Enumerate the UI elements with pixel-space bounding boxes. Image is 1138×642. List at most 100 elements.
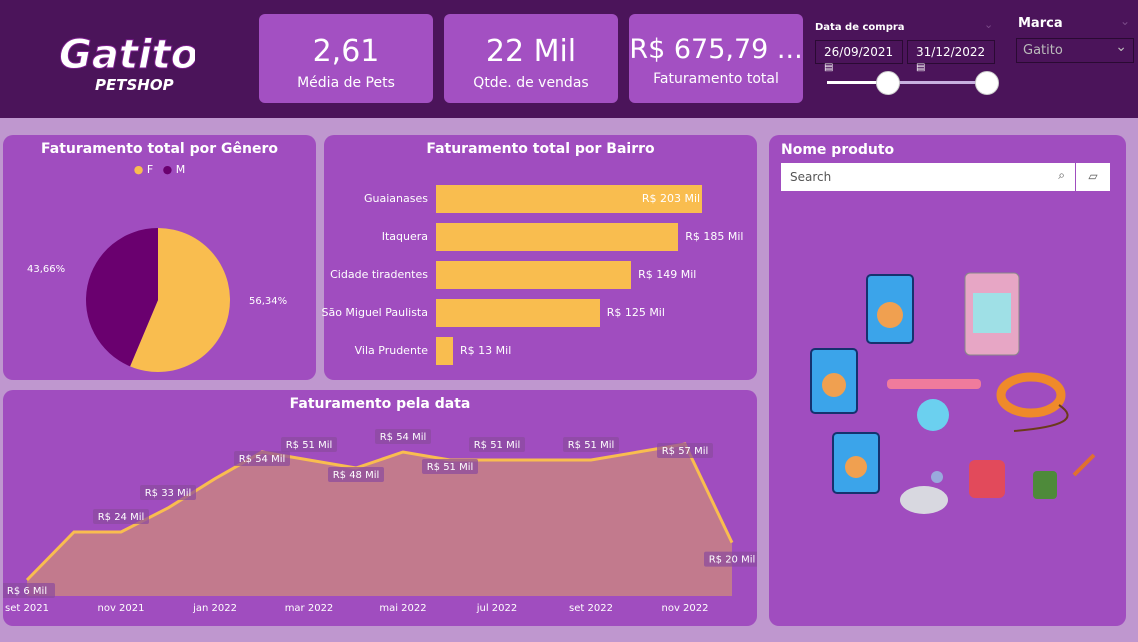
slider-range	[888, 81, 987, 84]
pet-clothes-icon	[969, 460, 1005, 498]
pie-chart: 56,34% 43,66%	[27, 228, 287, 372]
bar-value-label: R$ 149 Mil	[638, 268, 697, 281]
bar-category-label: São Miguel Paulista	[321, 306, 428, 319]
eraser-button[interactable]: ▱	[1076, 163, 1110, 191]
line-title: Faturamento pela data	[289, 396, 471, 412]
bar[interactable]	[436, 337, 454, 365]
svg-text:R$ 51 Mil: R$ 51 Mil	[286, 440, 333, 451]
svg-text:PETSHOP: PETSHOP	[95, 76, 174, 94]
kpi-label: Qtde. de vendas	[473, 75, 589, 91]
bar-panel: Faturamento total por Bairro	[324, 135, 757, 380]
pie-panel: Faturamento total por Gênero ● F ● M 56,…	[3, 135, 316, 380]
x-tick-label: nov 2022	[661, 603, 708, 614]
data-label: R$ 51 Mil	[281, 437, 337, 452]
data-label: R$ 20 Mil	[704, 551, 757, 567]
chevron-down-icon[interactable]: ⌄	[1120, 14, 1131, 28]
svg-text:R$ 20 Mil: R$ 20 Mil	[709, 555, 756, 566]
bar-category-label: Vila Prudente	[354, 344, 428, 357]
x-tick-label: set 2022	[569, 603, 613, 614]
cat-food-bag-icon	[832, 432, 880, 494]
svg-text:R$ 48 Mil: R$ 48 Mil	[333, 470, 380, 481]
pie-slice-F[interactable]	[130, 228, 230, 372]
date-filter-title: Data de compra	[815, 22, 905, 33]
x-tick-label: set 2021	[5, 603, 49, 614]
bar-category-label: Cidade tiradentes	[330, 268, 428, 281]
data-label: R$ 57 Mil	[657, 443, 713, 458]
products-panel: Nome produto Search ⌕ ▱	[769, 135, 1126, 626]
x-tick-label: jul 2022	[476, 603, 518, 614]
pie-title: Faturamento total por Gênero	[41, 141, 278, 157]
kpi-faturamento: R$ 675,79 ... Faturamento total	[629, 14, 803, 103]
area-fill	[27, 444, 732, 596]
toy-mouse-icon	[900, 471, 948, 514]
bar[interactable]	[436, 261, 632, 289]
legend-dot-icon: ●	[162, 163, 173, 176]
svg-text:R$ 24 Mil: R$ 24 Mil	[98, 512, 145, 523]
data-label: R$ 51 Mil	[563, 437, 619, 452]
brand-dropdown[interactable]: Gatito ⌄	[1016, 38, 1134, 63]
chevron-down-icon[interactable]: ⌄	[1115, 39, 1127, 55]
cat-food-can-icon	[964, 272, 1020, 356]
brand-filter-title: Marca	[1018, 16, 1063, 31]
slider-handle-end[interactable]	[975, 71, 999, 95]
products-title: Nome produto	[781, 142, 895, 158]
cat-food-bag-icon	[810, 348, 858, 414]
svg-text:R$ 51 Mil: R$ 51 Mil	[427, 462, 474, 473]
svg-text:Gatito: Gatito	[59, 32, 195, 78]
data-label: R$ 54 Mil	[234, 451, 290, 466]
data-label: R$ 33 Mil	[140, 485, 196, 500]
cat-food-bag-icon	[866, 274, 914, 344]
kpi-media-pets: 2,61 Média de Pets	[259, 14, 433, 103]
line-panel: Faturamento pela data R$ 6 Mil R$ 24 Mil R…	[3, 390, 757, 626]
bar-value-label: R$ 125 Mil	[606, 306, 665, 319]
data-label: R$ 51 Mil	[422, 459, 478, 474]
bar-value-label: R$ 185 Mil	[685, 230, 744, 243]
svg-text:R$ 51 Mil: R$ 51 Mil	[568, 440, 615, 451]
data-label: R$ 54 Mil	[375, 429, 431, 444]
svg-text:R$ 33 Mil: R$ 33 Mil	[145, 488, 192, 499]
calendar-icon[interactable]: ▤	[916, 62, 926, 73]
search-input[interactable]: Search ⌕	[781, 163, 1075, 191]
slider-handle-start[interactable]	[876, 71, 900, 95]
kpi-value: R$ 675,79 ...	[629, 34, 803, 65]
kpi-label: Faturamento total	[653, 71, 779, 87]
x-tick-label: mar 2022	[285, 603, 334, 614]
gatito-logo: Gatito PETSHOP	[59, 32, 196, 95]
kpi-value: 22 Mil	[485, 34, 577, 69]
bar-value-label: R$ 203 Mil	[641, 192, 701, 205]
bar-category-label: Itaquera	[381, 230, 428, 243]
data-label: R$ 24 Mil	[93, 509, 149, 524]
header: Gatito PETSHOP 2,61 Média de Pets 22 Mil Q…	[0, 0, 1138, 118]
pie-slice-M[interactable]	[86, 228, 158, 367]
svg-text:R$ 6 Mil: R$ 6 Mil	[7, 586, 47, 597]
x-tick-label: mai 2022	[379, 603, 426, 614]
brush-icon	[1072, 453, 1096, 477]
end-date-input[interactable]: 31/12/2022 ▤	[907, 40, 995, 73]
bar[interactable]	[436, 223, 679, 251]
x-tick-label: nov 2021	[97, 603, 144, 614]
bar[interactable]	[436, 185, 702, 213]
kpi-label: Média de Pets	[297, 75, 395, 91]
orange-collar-icon	[996, 372, 1069, 432]
svg-text:R$ 51 Mil: R$ 51 Mil	[474, 440, 521, 451]
bar-value-label: R$ 13 Mil	[460, 344, 512, 357]
data-label: R$ 6 Mil	[3, 583, 55, 598]
bar[interactable]	[436, 299, 600, 327]
svg-text:R$ 54 Mil: R$ 54 Mil	[239, 454, 286, 465]
bar-title: Faturamento total por Bairro	[426, 141, 655, 157]
legend-dot-icon: ●	[133, 163, 144, 176]
chevron-down-icon[interactable]: ⌄	[984, 18, 994, 31]
calendar-icon[interactable]: ▤	[824, 62, 834, 73]
product-images[interactable]	[769, 255, 1126, 555]
start-date-input[interactable]: 26/09/2021 ▤	[815, 40, 903, 73]
x-tick-label: jan 2022	[192, 603, 237, 614]
legend-m: M	[175, 163, 186, 176]
search-icon[interactable]: ⌕	[1058, 168, 1065, 182]
data-label: R$ 51 Mil	[469, 437, 525, 452]
pie-label: 43,66%	[27, 264, 65, 275]
pink-collar-icon	[887, 379, 981, 431]
svg-text:R$ 54 Mil: R$ 54 Mil	[380, 432, 427, 443]
data-label: R$ 48 Mil	[328, 467, 384, 482]
bar-category-label: Guaianases	[364, 192, 428, 205]
